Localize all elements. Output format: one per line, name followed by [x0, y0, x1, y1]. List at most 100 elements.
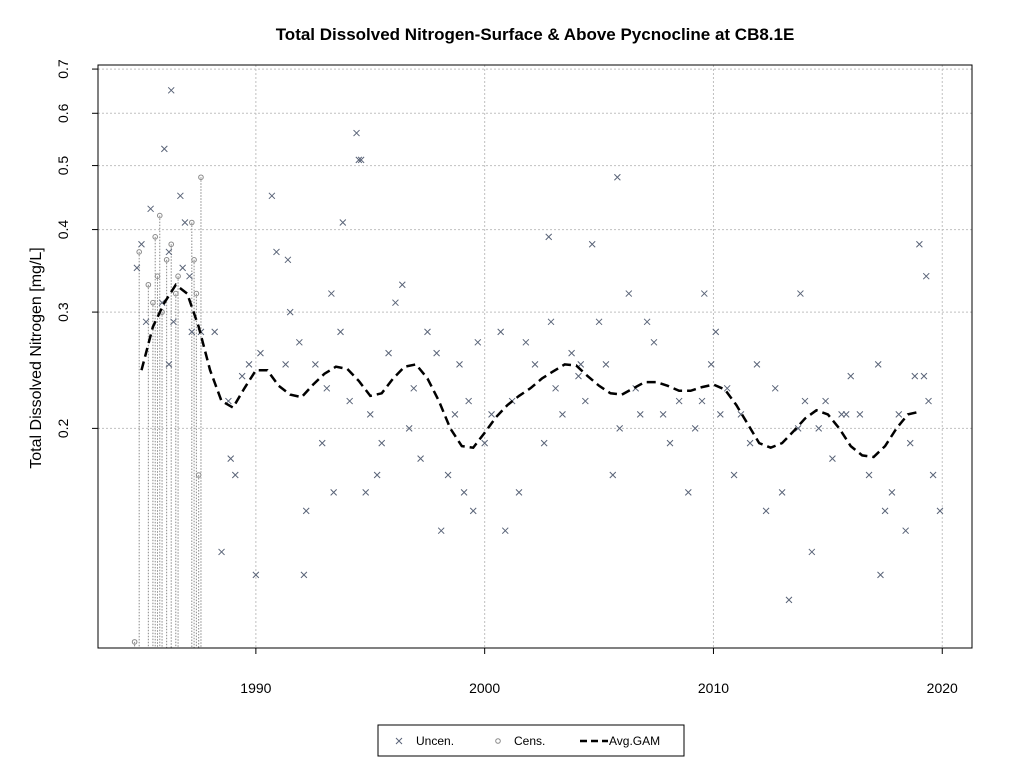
uncensored-point [339, 219, 347, 226]
censored-point [168, 241, 175, 248]
uncensored-point [167, 86, 175, 94]
uncensored-point [346, 397, 354, 405]
uncensored-point [355, 156, 363, 164]
censored-point [150, 299, 156, 306]
uncensored-point [650, 338, 658, 346]
uncensored-point [160, 145, 168, 153]
uncensored-point [268, 192, 276, 200]
uncensored-point [522, 338, 530, 346]
uncensored-point [286, 308, 294, 316]
uncensored-point [595, 318, 603, 326]
uncensored-point [625, 290, 633, 297]
uncensored-point [916, 240, 923, 248]
censored-point [131, 639, 138, 645]
gam-curve-layer [140, 282, 920, 459]
uncensored-point [906, 439, 914, 447]
uncensored-point [753, 361, 761, 368]
y-tick-label: 0.3 [55, 302, 71, 322]
data-points [131, 86, 944, 648]
uncensored-point [785, 596, 793, 604]
uncensored-point [552, 384, 559, 392]
axes: 1990 2000 2010 2020 0.2 0.3 0.4 0.5 0.6 0.7 [55, 59, 958, 696]
legend: Uncen. Cens. Avg.GAM [377, 724, 685, 757]
censored-point [175, 273, 181, 279]
uncensored-point [465, 397, 473, 405]
uncensored-point [257, 349, 264, 357]
uncensored-point [481, 439, 489, 447]
censored-point [145, 281, 152, 288]
uncensored-point [282, 361, 289, 368]
uncensored-point [808, 548, 816, 556]
uncensored-point [515, 489, 523, 496]
censored-point [152, 234, 158, 240]
uncensored-point [444, 471, 452, 479]
uncensored-point [801, 397, 809, 405]
uncensored-point [424, 328, 431, 336]
uncensored-point [179, 264, 187, 272]
uncensored-point [328, 290, 335, 297]
uncensored-point [920, 372, 928, 380]
uncensored-point [138, 240, 145, 248]
uncensored-point [366, 411, 374, 418]
legend-cens-marker [495, 738, 501, 744]
uncensored-point [330, 489, 338, 496]
uncensored-point [147, 205, 154, 213]
censored-point [136, 249, 142, 255]
y-tick-label: 0.6 [55, 103, 71, 123]
x-tick-label: 2000 [469, 680, 500, 696]
uncensored-point [497, 328, 505, 336]
y-tick-label: 0.7 [55, 59, 71, 79]
censored-point [156, 212, 163, 219]
legend-box [377, 724, 685, 757]
grid [98, 65, 972, 648]
plot-frame [97, 64, 973, 649]
uncensored-point [211, 328, 219, 336]
uncensored-point [847, 372, 855, 380]
uncensored-point [469, 507, 477, 515]
x-tick-label: 2020 [927, 680, 958, 696]
uncensored-point [666, 439, 674, 447]
uncensored-point [691, 425, 699, 432]
uncensored-point [895, 411, 903, 418]
uncensored-point [362, 489, 370, 496]
uncensored-point [165, 361, 173, 368]
uncensored-point [746, 439, 754, 447]
uncensored-point [337, 328, 344, 336]
uncensored-point [501, 527, 509, 535]
uncensored-point [410, 384, 418, 392]
uncensored-point [778, 489, 786, 496]
uncensored-point [636, 411, 644, 418]
uncensored-point [357, 156, 365, 164]
uncensored-point [856, 411, 864, 418]
uncensored-point [588, 240, 596, 248]
uncensored-point [273, 248, 280, 256]
uncensored-point [284, 256, 292, 264]
uncensored-point [614, 173, 621, 181]
uncensored-point [723, 384, 731, 392]
uncensored-point [545, 233, 553, 241]
uncensored-point [451, 411, 459, 418]
uncensored-point [456, 361, 463, 368]
y-tick-label: 0.2 [55, 418, 71, 438]
uncensored-point [405, 425, 413, 432]
uncensored-point [581, 397, 589, 405]
uncensored-point [877, 571, 884, 579]
uncensored-point [531, 361, 539, 368]
uncensored-point [460, 489, 468, 496]
uncensored-point [568, 349, 575, 357]
uncensored-point [616, 425, 624, 432]
uncensored-point [794, 425, 802, 432]
uncensored-point [353, 129, 360, 137]
censored-point [163, 256, 170, 263]
uncensored-point [643, 318, 651, 326]
uncensored-point [188, 328, 196, 336]
uncensored-point [302, 507, 310, 515]
uncensored-point [881, 507, 889, 515]
uncensored-point [312, 361, 319, 368]
uncensored-point [165, 248, 173, 256]
uncensored-point [540, 439, 548, 447]
uncensored-point [698, 397, 706, 405]
uncensored-point [575, 372, 582, 380]
uncensored-point [815, 425, 823, 432]
legend-gam-label: Avg.GAM [609, 734, 660, 748]
